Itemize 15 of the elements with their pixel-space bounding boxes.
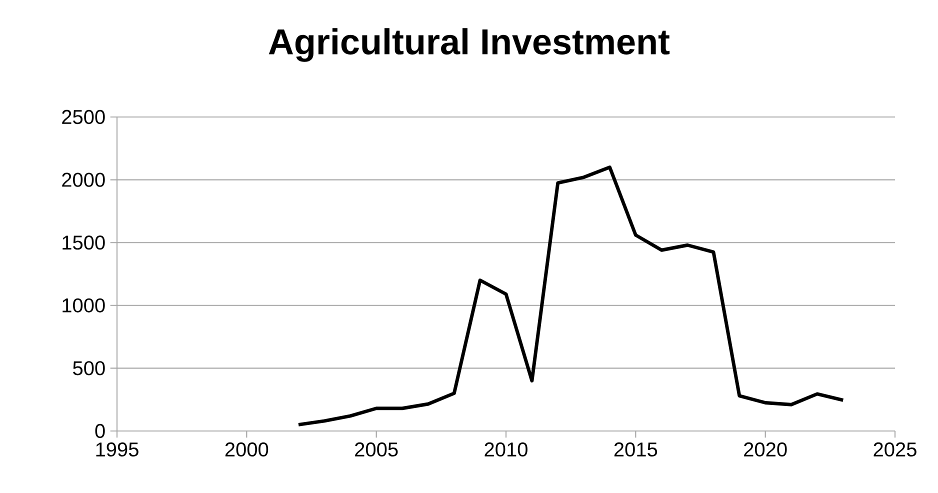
y-tick-label: 2500: [62, 110, 105, 124]
x-tick-label: 2000: [225, 442, 268, 457]
x-tick-label: 2010: [484, 442, 528, 457]
x-tick-label: 2015: [614, 442, 658, 457]
x-tick-label: 2025: [874, 442, 916, 457]
chart-title: Agricultural Investment: [268, 28, 670, 62]
x-tick-label: 2005: [355, 442, 398, 457]
y-tick-label: 0: [95, 424, 105, 438]
y-tick-label: 1000: [62, 298, 105, 312]
y-tick-label: 500: [73, 361, 105, 376]
x-tick-label: 1995: [96, 442, 138, 457]
x-tick-label: 2020: [744, 442, 787, 457]
line-series: [296, 166, 845, 426]
y-tick-label: 1500: [62, 236, 105, 250]
y-tick-label: 2000: [62, 172, 105, 187]
